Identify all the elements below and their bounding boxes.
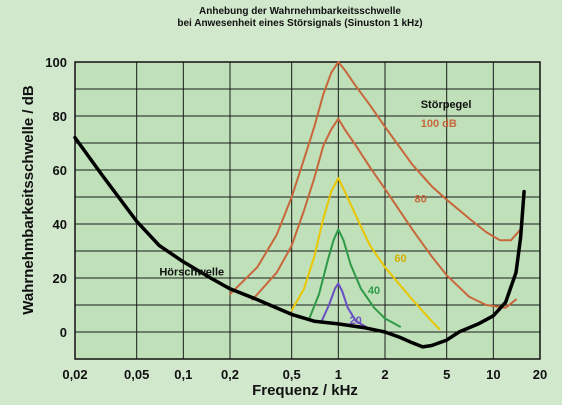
annotation-label: 100 dB [421, 118, 457, 130]
x-tick-label: 0,2 [221, 367, 239, 382]
annotation-label: Hörschwelle [159, 266, 224, 278]
series-line-20 [320, 282, 367, 328]
annotation-label: 40 [368, 285, 380, 297]
y-tick-label: 0 [60, 325, 67, 340]
x-tick-label: 0,02 [62, 367, 87, 382]
chart-title: Anhebung der Wahrnehmbarkeitsschwelle [199, 6, 401, 17]
x-tick-label: 0,1 [174, 367, 192, 382]
x-tick-label: 1 [335, 367, 342, 382]
y-tick-label: 80 [53, 109, 67, 124]
y-tick-label: 60 [53, 163, 67, 178]
x-tick-label: 0,05 [124, 367, 149, 382]
annotation-label: 60 [394, 253, 406, 265]
annotation-label: 20 [349, 315, 361, 327]
y-tick-label: 40 [53, 217, 67, 232]
series-line-80 [251, 117, 517, 309]
annotation-label: 80 [415, 193, 427, 205]
series-line-40 [308, 228, 401, 328]
y-tick-label: 100 [45, 55, 67, 70]
y-axis-label: Wahrnehmbarkeitsschwelle / dB [20, 85, 37, 315]
x-tick-label: 20 [533, 367, 547, 382]
tick-labels: 0,02 0,05 0,1 0,2 0,5 1 2 5 10 20 0 20 40 60 80 100 [45, 55, 547, 382]
curves [73, 61, 526, 349]
annotation-label: Störpegel [421, 99, 472, 111]
plot-area [75, 62, 540, 359]
series-line-h-rschwelle [73, 135, 526, 349]
x-tick-label: 0,5 [283, 367, 301, 382]
x-axis-label: Frequenz / kHz [252, 382, 358, 399]
x-tick-label: 2 [381, 367, 388, 382]
annotations: Störpegel 100 dB 80 60 40 20 Hörschwelle [159, 99, 471, 327]
series-line-100-db [229, 61, 522, 296]
series-line-60 [290, 177, 441, 331]
y-tick-label: 20 [53, 271, 67, 286]
x-tick-label: 5 [443, 367, 450, 382]
chart-subtitle: bei Anwesenheit eines Störsignals (Sinus… [177, 18, 422, 29]
grid [74, 61, 541, 360]
plot-frame [74, 61, 541, 360]
x-tick-label: 10 [486, 367, 500, 382]
